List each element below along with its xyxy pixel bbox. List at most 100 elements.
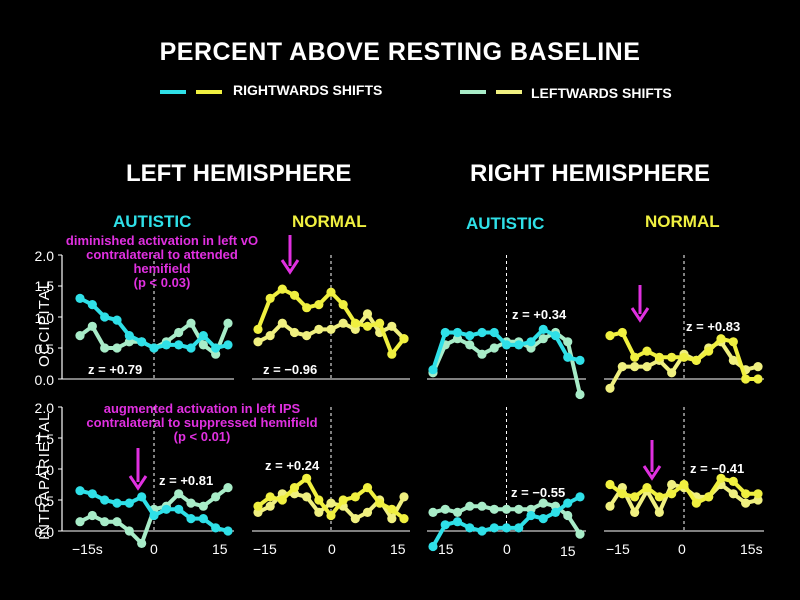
data-point <box>87 321 97 331</box>
data-point <box>526 510 536 521</box>
data-point <box>112 498 122 508</box>
data-point <box>350 492 360 502</box>
data-point <box>563 498 573 508</box>
data-point <box>514 504 524 514</box>
data-point <box>149 343 159 353</box>
data-point <box>387 504 397 514</box>
data-point <box>124 526 134 536</box>
data-point <box>265 501 275 511</box>
ytick-label: 2.0 <box>34 400 54 416</box>
xtick-label: 0 <box>678 541 686 557</box>
data-point <box>477 526 487 536</box>
data-point <box>137 538 147 549</box>
data-point <box>338 495 348 505</box>
data-point <box>526 337 536 347</box>
data-point <box>186 343 196 353</box>
group-label-right-normal: NORMAL <box>645 212 720 231</box>
data-point <box>302 331 312 341</box>
data-point <box>277 495 287 505</box>
data-point <box>362 483 373 493</box>
ytick-label: 0.5 <box>34 341 54 357</box>
data-point <box>691 355 701 365</box>
data-point <box>477 327 487 338</box>
xtick-label: 15 <box>438 541 454 557</box>
data-point <box>563 510 573 521</box>
ytick-label: 1.5 <box>34 278 54 294</box>
data-point <box>753 489 763 499</box>
data-point <box>198 501 208 511</box>
data-point <box>741 374 751 384</box>
data-point <box>489 327 499 338</box>
data-point <box>112 517 122 527</box>
data-point <box>100 312 110 322</box>
data-point <box>440 327 450 338</box>
xtick-label: 0 <box>503 541 511 557</box>
data-point <box>198 514 208 524</box>
data-point <box>289 290 300 300</box>
data-point <box>575 492 585 502</box>
panel-z-score: z = −0.41 <box>690 461 745 476</box>
data-point <box>289 483 300 493</box>
data-point <box>465 501 475 511</box>
xtick-label: −15 <box>253 541 277 557</box>
data-point <box>211 492 221 502</box>
data-point <box>741 489 751 499</box>
data-point <box>75 331 85 341</box>
data-point <box>387 514 397 524</box>
data-point <box>667 352 677 362</box>
data-point <box>563 352 573 362</box>
data-point <box>575 389 585 400</box>
data-point <box>489 523 499 533</box>
chart-title: PERCENT ABOVE RESTING BASELINE <box>159 38 641 66</box>
annotation-occipital: diminished activation in left vO contral… <box>65 233 259 290</box>
data-point <box>514 523 524 533</box>
data-point <box>253 501 263 511</box>
data-point <box>302 473 312 483</box>
data-point <box>100 343 110 353</box>
data-point <box>338 318 348 328</box>
xtick-label: −15s <box>72 541 103 557</box>
data-point <box>87 489 97 499</box>
xtick-label: 15s <box>740 541 763 557</box>
data-point <box>314 507 324 517</box>
data-point <box>186 514 196 524</box>
data-point <box>223 340 233 350</box>
data-point <box>186 498 196 508</box>
data-point <box>563 337 573 347</box>
data-point <box>124 498 134 508</box>
annotation-intraparietal: augmented activation in left IPS contral… <box>86 401 318 444</box>
data-point <box>223 318 233 328</box>
data-point <box>428 541 438 552</box>
data-point <box>654 507 664 517</box>
data-point <box>465 331 475 341</box>
data-point <box>326 498 336 508</box>
ytick-label: 2.0 <box>34 248 54 264</box>
data-point <box>87 510 97 521</box>
xtick-label: 0 <box>328 541 336 557</box>
data-point <box>575 355 585 365</box>
data-point <box>399 514 409 524</box>
data-point <box>630 507 640 517</box>
data-point <box>716 334 726 344</box>
data-point <box>501 523 512 533</box>
xtick-label: 0 <box>150 541 158 557</box>
data-point <box>253 337 263 347</box>
xtick-label: 15 <box>390 541 406 557</box>
annotation-arrow-head <box>128 475 148 491</box>
data-point <box>704 492 714 502</box>
data-point <box>75 293 85 303</box>
data-point <box>630 362 640 372</box>
data-point <box>642 483 652 493</box>
data-point <box>538 324 548 334</box>
data-point <box>753 374 763 384</box>
ytick-label: 0.5 <box>34 493 54 509</box>
data-point <box>617 489 627 499</box>
data-point <box>112 343 122 353</box>
xtick-label: −15 <box>606 541 630 557</box>
data-point <box>161 504 171 514</box>
data-point <box>753 362 763 372</box>
ytick-label: 1.0 <box>34 310 54 326</box>
data-point <box>174 327 184 338</box>
legend-label-rightwards: RIGHTWARDS SHIFTS <box>233 82 383 98</box>
data-point <box>375 498 385 508</box>
